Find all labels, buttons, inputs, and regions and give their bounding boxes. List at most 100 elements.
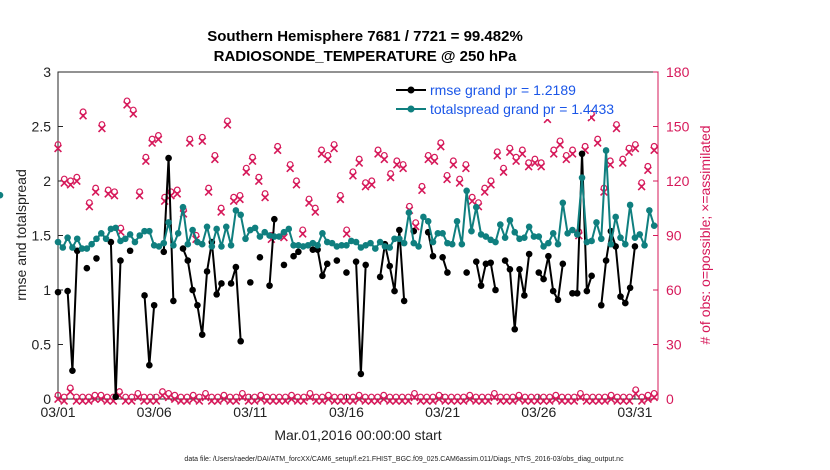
series-0-point: [588, 272, 595, 280]
obs-zero-count-assimilated-marker: [601, 397, 609, 405]
series-1-point: [222, 223, 230, 231]
obs-count-assimilated-marker: [361, 182, 370, 191]
obs-zero-count-possible-marker: [380, 391, 388, 399]
y-tick-label: 0.5: [32, 337, 52, 353]
series-1-point: [607, 240, 615, 248]
obs-zero-count-assimilated-marker: [478, 397, 487, 405]
series-1-point: [545, 239, 552, 247]
obs-count-possible-marker: [537, 159, 545, 167]
legend-box: [385, 77, 590, 119]
series-1-point: [617, 234, 624, 241]
series-0-point: [141, 292, 148, 299]
obs-count-assimilated-marker: [436, 142, 445, 151]
obs-zero-count-possible-marker: [257, 391, 265, 399]
obs-count-possible-marker: [299, 226, 307, 234]
obs-count-possible-marker: [619, 155, 627, 163]
obs-zero-count-possible-marker: [490, 389, 498, 397]
obs-zero-count-possible-marker: [232, 393, 240, 401]
obs-count-assimilated-marker: [443, 175, 452, 184]
series-1-point: [93, 235, 100, 243]
obs-count-possible-marker: [92, 184, 100, 192]
legend: rmse grand pr = 1.2189 totalspread grand…: [385, 77, 614, 119]
series-0-point: [271, 215, 278, 223]
obs-count-possible-marker: [173, 186, 181, 194]
obs-count-possible-marker: [79, 108, 87, 116]
obs-zero-count-assimilated-marker: [201, 393, 210, 402]
obs-count-possible-marker: [650, 142, 658, 150]
obs-zero-count-assimilated-marker: [250, 397, 259, 405]
series-1-point: [242, 235, 249, 243]
obs-count-possible-marker: [644, 162, 652, 170]
series-1-point: [415, 243, 422, 250]
series-1-point: [146, 227, 153, 235]
obs-zero-count-possible-marker: [159, 388, 166, 395]
obs-zero-count-assimilated-marker: [287, 395, 296, 404]
series-0-point: [357, 370, 365, 378]
obs-count-assimilated-marker: [549, 149, 558, 158]
obs-count-possible-marker: [638, 179, 646, 187]
obs-count-assimilated-marker: [499, 168, 508, 177]
series-1-point: [593, 219, 600, 226]
obs-zero-count-possible-marker: [300, 393, 308, 401]
obs-count-assimilated-marker: [330, 144, 339, 153]
obs-zero-count-assimilated-marker: [619, 397, 628, 405]
obs-count-possible-marker: [431, 153, 438, 161]
series-1-point: [319, 230, 326, 237]
obs-count-assimilated-marker: [72, 177, 81, 186]
data-file-footnote: data file: /Users/raeder/DAI/ATM_forcXX/…: [184, 456, 624, 463]
series-1-point: [535, 233, 543, 240]
obs-zero-count-possible-marker: [515, 391, 523, 399]
series-0-point: [213, 291, 220, 298]
obs-count-assimilated-marker: [317, 149, 326, 158]
series-0-point: [463, 269, 470, 276]
obs-zero-count-possible-marker: [54, 391, 62, 399]
obs-zero-count-assimilated-marker: [127, 397, 136, 405]
obs-count-assimilated-marker: [355, 159, 364, 167]
obs-count-assimilated-marker: [505, 148, 514, 157]
series-1-point: [578, 174, 586, 182]
series-1-point: [352, 238, 360, 246]
obs-count-assimilated-marker: [493, 151, 502, 160]
legend-rmse-label: rmse grand pr = 1.2189: [430, 82, 576, 98]
obs-count-assimilated-marker: [631, 144, 640, 153]
obs-count-possible-marker: [506, 144, 514, 152]
obs-count-assimilated-marker: [518, 149, 527, 158]
obs-zero-count-assimilated-marker: [502, 397, 511, 405]
obs-count-assimilated-marker: [254, 177, 263, 186]
obs-count-possible-marker: [625, 144, 633, 152]
obs-count-assimilated-marker: [66, 180, 75, 189]
series-0-point: [391, 287, 398, 295]
obs-zero-count-possible-marker: [607, 391, 615, 399]
obs-zero-count-possible-marker: [152, 393, 160, 401]
obs-zero-count-assimilated-marker: [342, 397, 351, 405]
series-1-point: [468, 227, 475, 235]
obs-zero-count-assimilated-marker: [582, 397, 591, 405]
series-1-point: [78, 245, 86, 252]
series-0-point: [516, 265, 523, 273]
obs-count-assimilated-marker: [342, 229, 351, 238]
series-1-point: [251, 224, 259, 232]
series-0-point: [117, 257, 124, 264]
plot-area: [57, 71, 659, 400]
obs-count-possible-marker: [456, 175, 464, 183]
obs-count-assimilated-marker: [374, 149, 383, 158]
series-1-point: [420, 213, 427, 221]
obs-zero-count-assimilated-marker: [392, 397, 400, 405]
obs-count-assimilated-marker: [85, 202, 94, 211]
obs-zero-count-possible-marker: [195, 393, 203, 401]
obs-count-possible-marker: [412, 219, 420, 227]
series-0-point: [203, 268, 211, 275]
series-1-point: [434, 230, 442, 237]
series-0-point: [146, 361, 153, 369]
obs-zero-count-possible-marker: [202, 389, 209, 397]
obs-zero-count-assimilated-marker: [275, 397, 284, 405]
obs-zero-count-assimilated-marker: [170, 395, 179, 404]
obs-count-possible-marker: [362, 179, 369, 187]
obs-count-possible-marker: [224, 117, 231, 125]
series-1-point: [501, 234, 509, 241]
x-tick-label: 03/01: [40, 404, 75, 420]
obs-zero-count-possible-marker: [128, 393, 136, 401]
obs-zero-count-possible-marker: [374, 393, 381, 401]
y-tick-label: 0: [43, 391, 51, 407]
obs-zero-count-assimilated-marker: [459, 397, 468, 405]
